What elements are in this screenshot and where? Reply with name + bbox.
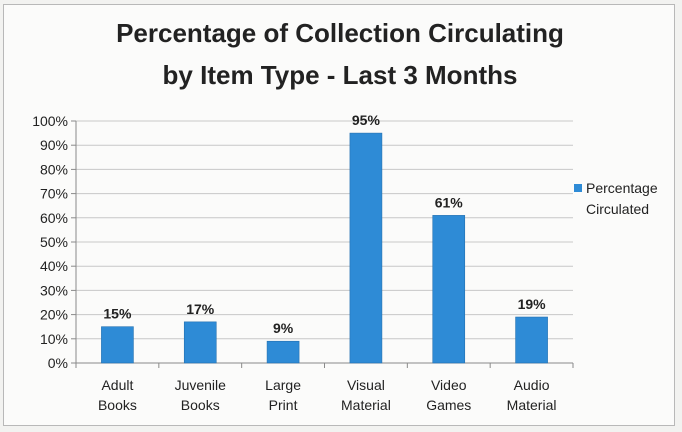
- bar: [101, 326, 134, 364]
- chart-title-line-2: by Item Type - Last 3 Months: [163, 60, 518, 90]
- bar: [349, 132, 383, 364]
- legend-swatch: [574, 184, 582, 192]
- y-tick-label: 70%: [40, 186, 68, 202]
- category-label: Visual: [347, 377, 385, 393]
- category-label: Books: [98, 397, 137, 413]
- category-label: Audio: [514, 377, 550, 393]
- data-label: 9%: [273, 320, 294, 336]
- y-tick-label: 40%: [40, 258, 68, 274]
- y-tick-label: 10%: [40, 331, 68, 347]
- y-tick-label: 0%: [48, 355, 68, 371]
- chart-title-line-1: Percentage of Collection Circulating: [116, 18, 564, 48]
- bars: [101, 132, 548, 364]
- data-labels: 15% 17% 9% 95% 61% 19%: [103, 112, 546, 336]
- legend-label: Percentage: [586, 180, 658, 196]
- y-tick-label: 60%: [40, 210, 68, 226]
- y-tick-label: 100%: [32, 113, 68, 129]
- legend-label: Circulated: [586, 201, 649, 217]
- y-tick-label: 30%: [40, 282, 68, 298]
- category-label: Adult: [101, 377, 133, 393]
- data-label: 61%: [435, 194, 464, 210]
- category-label: Games: [426, 397, 471, 413]
- bar: [183, 321, 217, 364]
- category-label: Material: [341, 397, 391, 413]
- category-label: Print: [269, 397, 298, 413]
- y-tick-label: 80%: [40, 161, 68, 177]
- category-label: Juvenile: [175, 377, 227, 393]
- y-tick-label: 50%: [40, 234, 68, 250]
- axes: [71, 120, 574, 368]
- category-label: Large: [265, 377, 301, 393]
- data-label: 19%: [518, 296, 547, 312]
- category-label: Material: [507, 397, 557, 413]
- category-label: Video: [431, 377, 467, 393]
- gridlines: [76, 120, 573, 340]
- bar: [266, 340, 300, 364]
- data-label: 95%: [352, 112, 381, 128]
- y-tick-label: 20%: [40, 307, 68, 323]
- y-tick-label: 90%: [40, 137, 68, 153]
- category-label: Books: [181, 397, 220, 413]
- legend: Percentage Circulated: [574, 180, 658, 217]
- bar: [515, 316, 548, 364]
- y-axis-tick-labels: 0% 10% 20% 30% 40% 50% 60% 70% 80% 90% 100%: [32, 113, 68, 371]
- x-axis-category-labels: Adult Books Juvenile Books Large Print Visual M…: [98, 377, 557, 413]
- data-label: 17%: [186, 301, 215, 317]
- chart-title: Percentage of Collection Circulating by …: [116, 18, 564, 90]
- data-label: 15%: [103, 306, 132, 322]
- bar: [432, 215, 466, 364]
